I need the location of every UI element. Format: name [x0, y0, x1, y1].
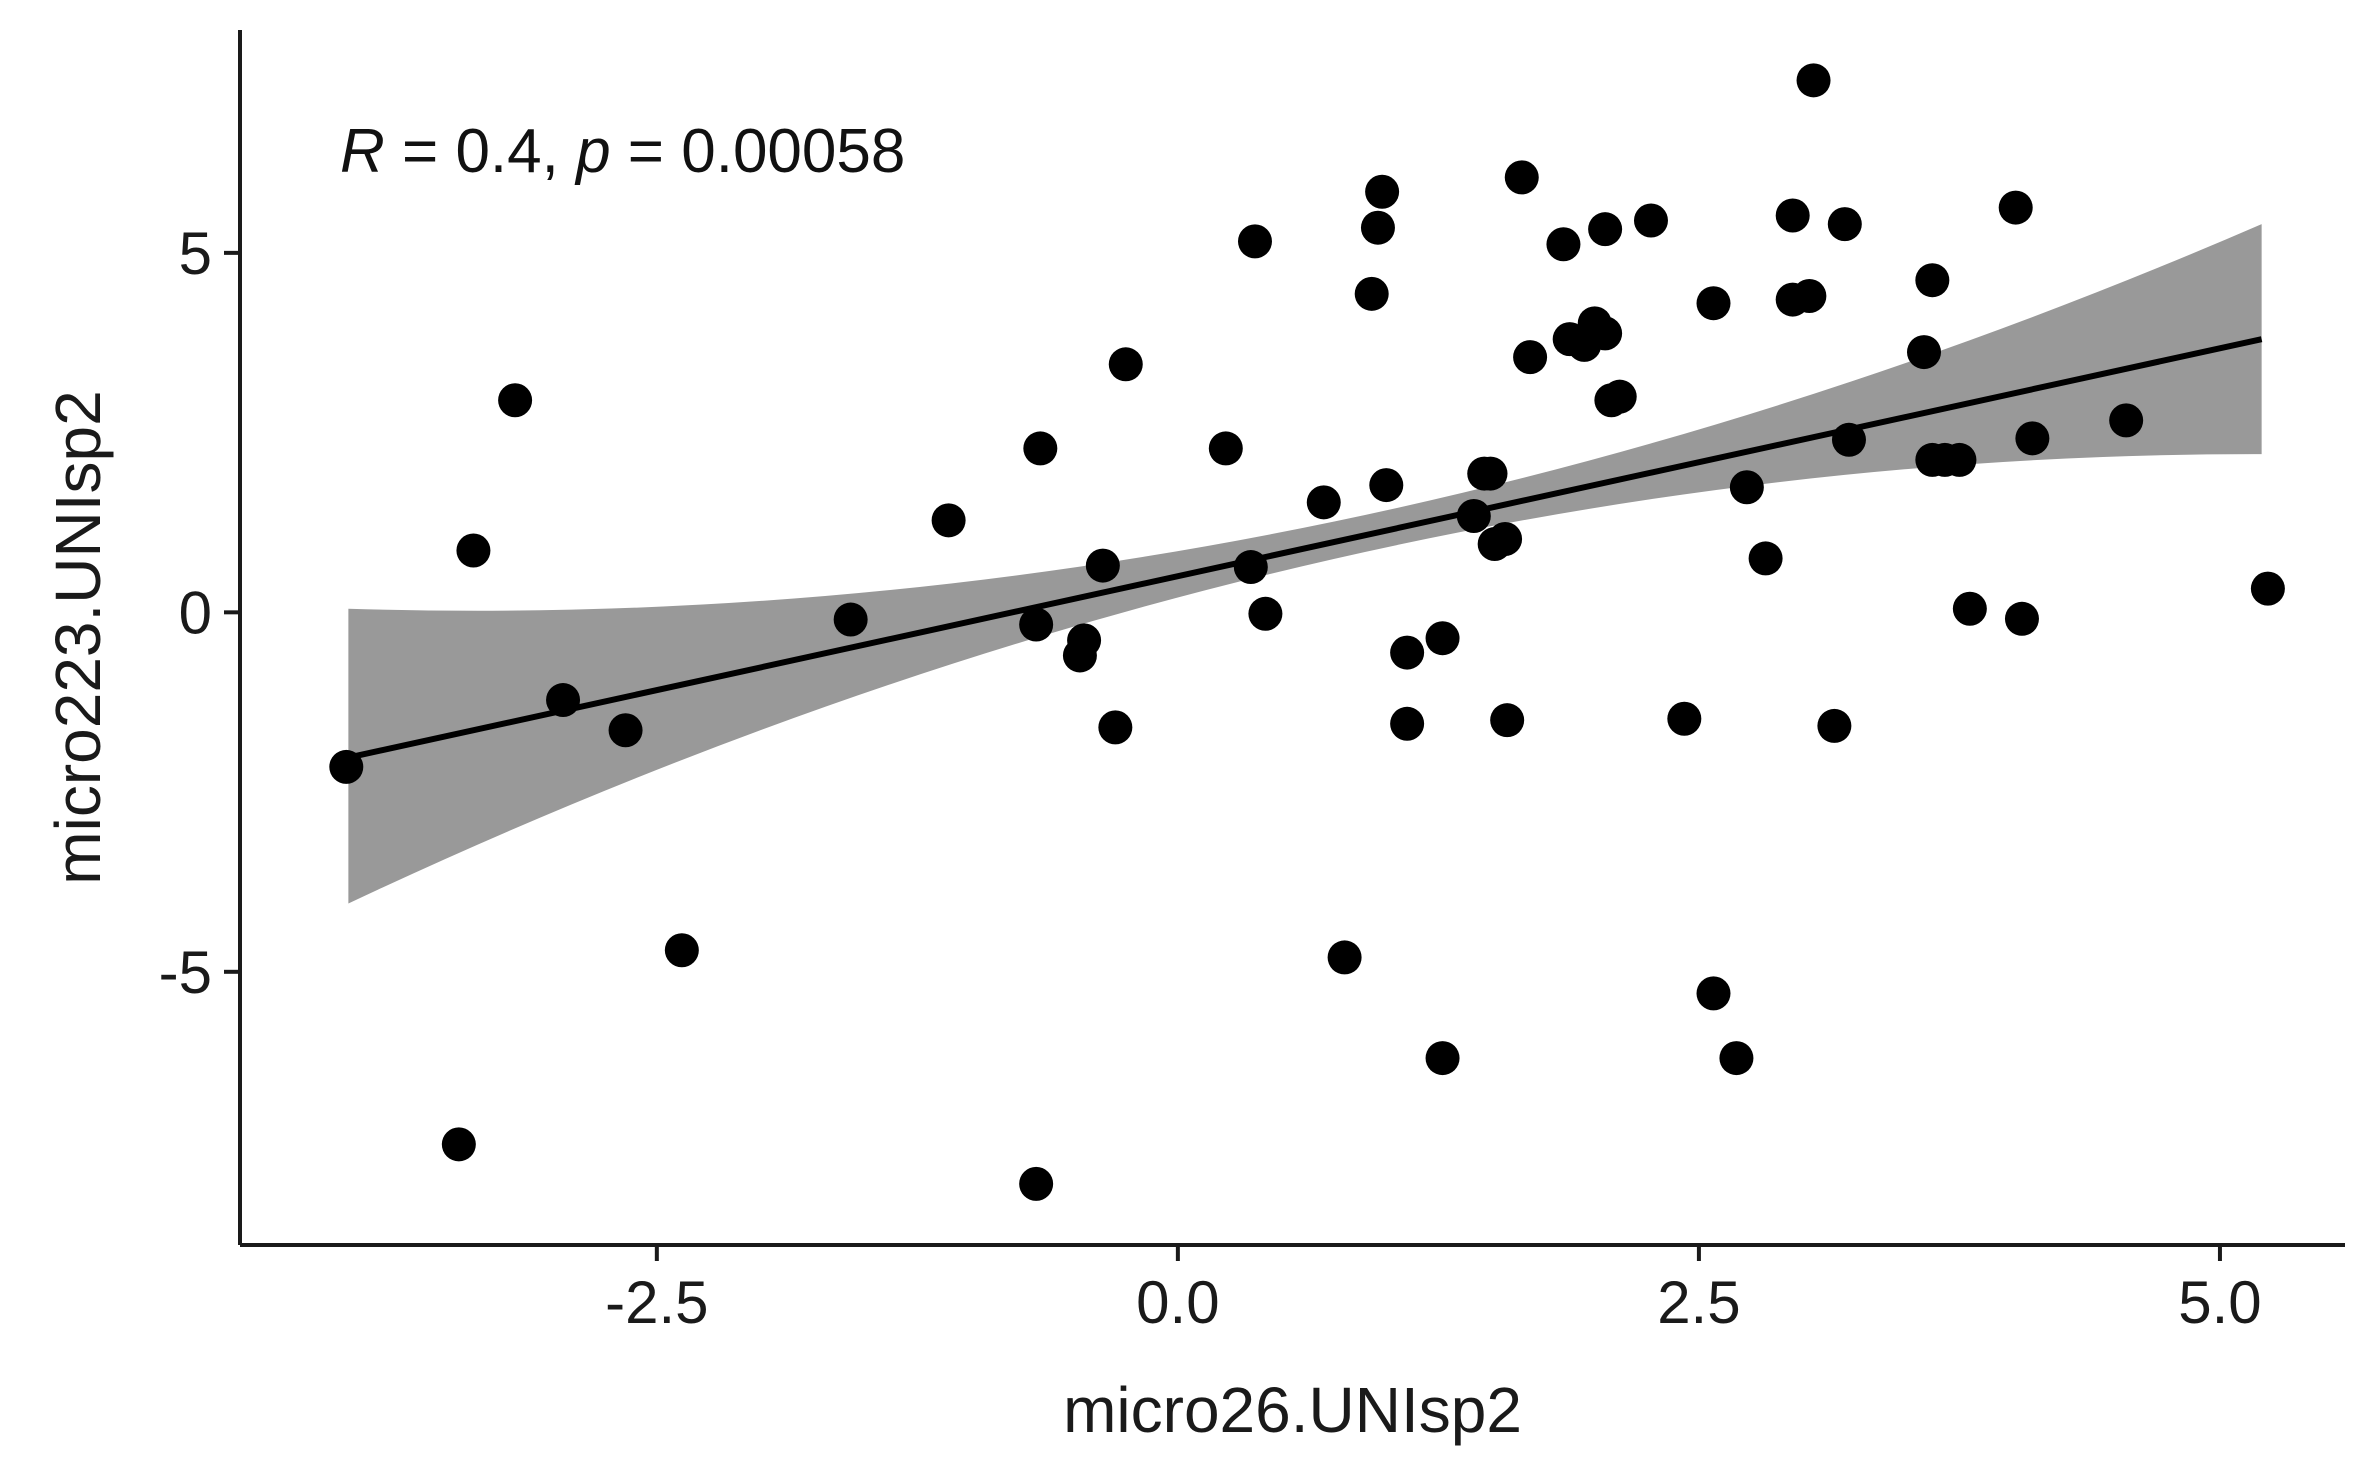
data-point: [498, 383, 533, 418]
data-point: [664, 933, 699, 968]
data-point: [608, 713, 643, 748]
x-axis-title: micro26.UNIsp2: [1063, 1374, 1522, 1446]
data-point: [1827, 207, 1862, 242]
data-point: [1719, 1041, 1754, 1076]
correlation-annotation: R = 0.4, p = 0.00058: [340, 117, 905, 186]
data-point: [1907, 335, 1941, 370]
x-tick-label: -2.5: [605, 1269, 708, 1336]
data-point: [1019, 607, 1054, 642]
data-points-layer: [329, 63, 2285, 1201]
data-point: [1817, 708, 1852, 743]
data-point: [1588, 316, 1623, 351]
data-point: [2109, 403, 2144, 438]
data-point: [1248, 596, 1283, 631]
data-point: [1998, 190, 2033, 225]
data-point: [1062, 638, 1097, 673]
data-point: [1831, 422, 1866, 457]
regression-line-layer: [347, 336, 2263, 761]
data-point: [1792, 279, 1827, 314]
data-point: [1425, 1041, 1460, 1076]
data-point: [1208, 431, 1243, 466]
data-point: [1369, 468, 1404, 503]
x-tick-label: 2.5: [1657, 1269, 1740, 1336]
data-point: [1108, 347, 1143, 382]
data-point: [456, 533, 491, 568]
r-symbol: R: [340, 117, 385, 186]
data-point: [1952, 591, 1987, 626]
x-tick-label: 0.0: [1136, 1269, 1219, 1336]
data-point: [1796, 63, 1831, 98]
axes-layer: -2.5 0.0 2.5 5.0 -5 0 5: [159, 30, 2345, 1336]
data-point: [833, 602, 868, 637]
data-point: [2250, 571, 2285, 606]
data-point: [1360, 210, 1395, 245]
data-point: [1456, 499, 1491, 533]
data-point: [1546, 227, 1581, 262]
data-point: [1748, 541, 1783, 576]
p-value-text: = 0.00058: [611, 117, 906, 186]
data-point: [1775, 198, 1810, 233]
data-point: [2004, 601, 2039, 636]
confidence-band: [348, 224, 2262, 904]
data-point: [1327, 940, 1362, 975]
data-point: [546, 683, 581, 718]
data-point: [1490, 703, 1525, 738]
data-point: [1602, 379, 1637, 414]
data-point: [1696, 976, 1731, 1011]
data-point: [1588, 212, 1623, 247]
p-symbol: p: [574, 117, 610, 186]
data-point: [1942, 442, 1977, 477]
data-point: [2015, 421, 2050, 456]
data-point: [1504, 160, 1539, 195]
data-point: [1667, 701, 1702, 736]
regression-line: [347, 336, 2263, 761]
data-point: [931, 503, 966, 538]
data-point: [1237, 224, 1272, 259]
data-point: [1425, 621, 1460, 656]
data-point: [1019, 1166, 1054, 1201]
data-point: [441, 1127, 476, 1162]
r-value-text: = 0.4,: [385, 117, 576, 186]
y-axis-title: micro223.UNIsp2: [42, 390, 114, 884]
data-point: [1488, 522, 1523, 557]
data-point: [1915, 263, 1950, 298]
data-point: [1633, 203, 1668, 238]
data-point: [1365, 174, 1400, 209]
y-tick-label: -5: [159, 939, 212, 1006]
data-point: [1023, 431, 1058, 466]
data-point: [1098, 710, 1133, 745]
data-point: [1390, 635, 1425, 670]
y-tick-label: 0: [179, 579, 212, 646]
data-point: [1390, 706, 1425, 741]
data-point: [1354, 276, 1389, 311]
data-point: [1696, 286, 1731, 321]
data-point: [1085, 548, 1120, 583]
data-point: [1513, 340, 1548, 375]
data-point: [1306, 485, 1341, 520]
y-tick-label: 5: [179, 220, 212, 287]
data-point: [1473, 456, 1508, 491]
data-point: [329, 749, 364, 784]
data-point: [1729, 470, 1764, 505]
x-tick-label: 5.0: [2178, 1269, 2261, 1336]
confidence-band-layer: [348, 224, 2262, 904]
data-point: [1233, 550, 1268, 585]
